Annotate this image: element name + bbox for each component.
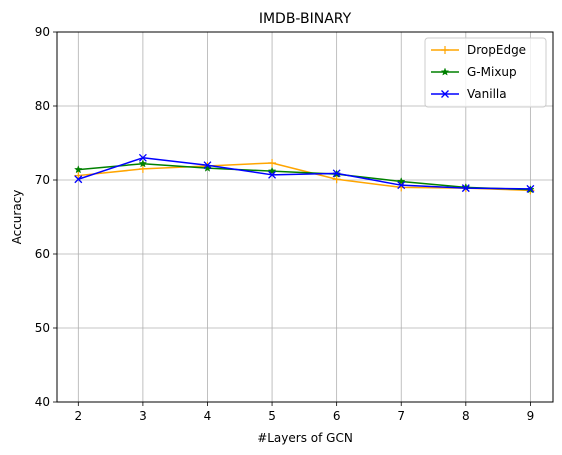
x-tick-label: 7 (397, 409, 405, 423)
y-tick-label: 40 (35, 395, 50, 409)
x-tick-label: 3 (139, 409, 147, 423)
y-tick-label: 50 (35, 321, 50, 335)
x-tick-label: 6 (333, 409, 341, 423)
y-tick-label: 90 (35, 25, 50, 39)
legend-label-vanilla: Vanilla (467, 87, 507, 101)
y-tick-label: 80 (35, 99, 50, 113)
x-tick-label: 4 (204, 409, 212, 423)
legend-label-dropedge: DropEdge (467, 43, 526, 57)
legend-label-g-mixup: G-Mixup (467, 65, 517, 79)
legend: DropEdge G-Mixup Vanilla (425, 38, 546, 107)
y-tick-label: 70 (35, 173, 50, 187)
y-axis-label: Accuracy (10, 190, 24, 245)
y-tick-label: 60 (35, 247, 50, 261)
x-tick-label: 8 (462, 409, 470, 423)
x-axis-label: #Layers of GCN (257, 431, 353, 445)
x-tick-label: 2 (74, 409, 82, 423)
x-tick-label: 5 (268, 409, 276, 423)
y-axis: 40 50 60 70 80 90 (35, 25, 57, 409)
series-layer (74, 154, 534, 194)
x-tick-label: 9 (527, 409, 535, 423)
chart-title: IMDB-BINARY (259, 11, 352, 27)
x-axis: 2 3 4 5 6 7 8 9 (74, 402, 534, 423)
data-point-dropedge (139, 165, 147, 173)
data-point-dropedge (268, 159, 276, 167)
